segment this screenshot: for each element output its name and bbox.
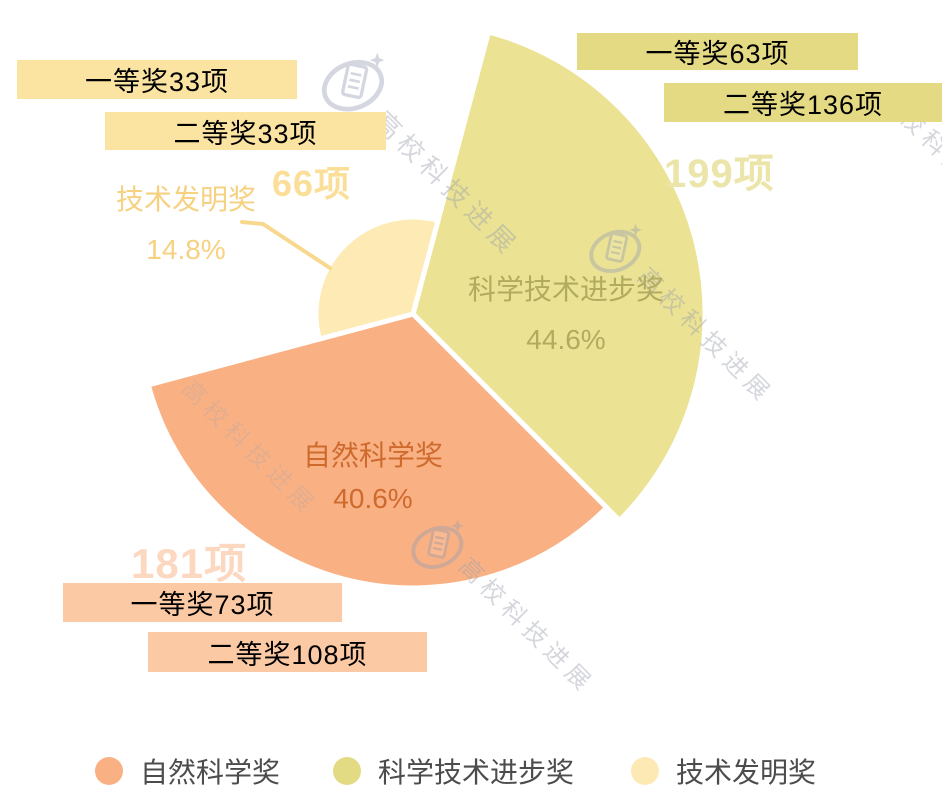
- watermark-logo-icon: [321, 52, 385, 112]
- slice-percent: 40.6%: [333, 483, 413, 514]
- legend-marker-icon: [631, 757, 659, 785]
- legend-label: 自然科学奖: [140, 757, 281, 788]
- slice-label-sci-progress: 科学技术进步奖 44.6%: [436, 265, 696, 365]
- watermark-logo-icon: [589, 223, 642, 273]
- pie-slice-sci-progress[interactable]: [410, 29, 708, 523]
- legend-marker-icon: [333, 757, 361, 785]
- legend-item-natural-science[interactable]: 自然科学奖: [95, 751, 280, 791]
- badge-tech-invention-first-prize: 一等奖33项: [17, 60, 297, 99]
- pie-slice-tech-invention[interactable]: [313, 214, 441, 342]
- slice-label-tech-invention: 技术发明奖 14.8%: [76, 175, 296, 275]
- badge-sci-progress-second-prize: 二等奖136项: [664, 83, 942, 122]
- badge-natural-science-second-prize: 二等奖108项: [148, 632, 427, 672]
- slice-percent: 14.8%: [146, 234, 226, 265]
- slice-name: 科学技术进步奖: [467, 274, 664, 305]
- slice-label-natural-science: 自然科学奖 40.6%: [253, 434, 493, 520]
- total-natural-science: 181项: [131, 540, 248, 587]
- badge-tech-invention-second-prize: 二等奖33项: [105, 112, 386, 150]
- total-sci-progress: 199项: [664, 152, 775, 196]
- badge-sci-progress-first-prize: 一等奖63项: [577, 33, 858, 70]
- label-line-tech-invention: [240, 220, 332, 270]
- badge-natural-science-first-prize: 一等奖73项: [63, 583, 342, 622]
- total-tech-invention: 66项: [272, 163, 352, 204]
- legend-item-tech-invention[interactable]: 技术发明奖: [631, 751, 816, 791]
- slice-percent: 44.6%: [526, 324, 606, 355]
- legend-label: 科学技术进步奖: [378, 757, 575, 788]
- pie-slice-natural-science[interactable]: [145, 311, 610, 591]
- watermark-logo-icon: [411, 519, 464, 569]
- legend-label: 技术发明奖: [676, 757, 817, 788]
- legend-marker-icon: [95, 757, 123, 785]
- slice-name: 自然科学奖: [302, 440, 443, 471]
- slice-name: 技术发明奖: [115, 184, 256, 215]
- legend-item-sci-progress[interactable]: 科学技术进步奖: [333, 751, 574, 791]
